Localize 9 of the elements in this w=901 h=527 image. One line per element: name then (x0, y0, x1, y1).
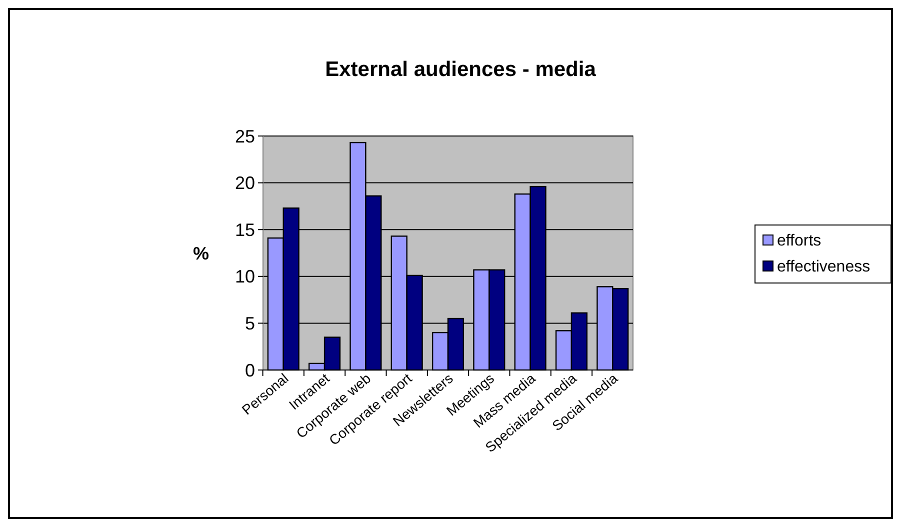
legend-label: effectiveness (777, 258, 870, 276)
y-tick-label: 5 (244, 314, 255, 334)
y-tick-label: 20 (234, 173, 255, 194)
y-tick-label: 10 (234, 266, 255, 287)
y-tick-label: 25 (234, 126, 255, 146)
y-axis-title: % (192, 243, 210, 264)
y-tick-label: 15 (234, 220, 255, 240)
chart-title: External audiences - media (325, 58, 596, 81)
legend-label: efforts (777, 232, 822, 250)
